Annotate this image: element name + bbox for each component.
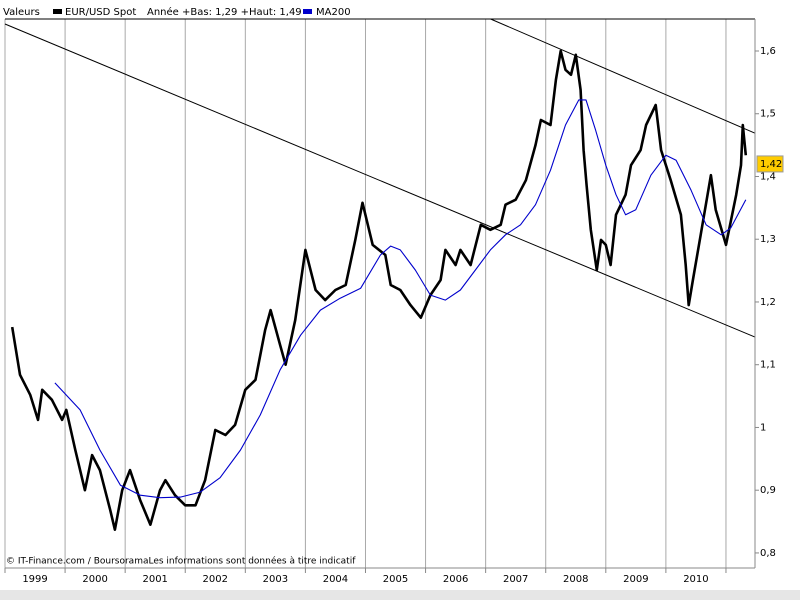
y-tick-label: 1,3: [760, 234, 776, 245]
x-tick-label: 2006: [443, 574, 468, 585]
trendline: [490, 18, 756, 134]
stats-label: Année +Bas: 1,29 +Haut: 1,49: [147, 6, 302, 18]
last-value-badge: [756, 155, 784, 173]
y-tick-label: 1,1: [760, 360, 776, 371]
x-tick-label: 1999: [22, 574, 47, 585]
x-tick-label: 2004: [323, 574, 348, 585]
header-label: Valeurs: [3, 7, 40, 18]
y-tick-label: 1,6: [760, 46, 776, 57]
x-tick-label: 2008: [563, 574, 588, 585]
x-tick-label: 2005: [383, 574, 408, 585]
legend-label: EUR/USD Spot: [65, 7, 136, 18]
x-tick-label: 2001: [142, 574, 167, 585]
x-tick-label: 2002: [203, 574, 228, 585]
moving-average-line: [54, 99, 747, 499]
plot: [4, 18, 756, 531]
y-tick-label: 1: [760, 422, 766, 433]
footer: © IT-Finance.com / BoursoramaLes informa…: [6, 556, 356, 567]
x-tick-label: 2009: [623, 574, 648, 585]
trendline: [4, 23, 756, 338]
legend-swatch: [303, 9, 312, 14]
legend-label: MA200: [316, 7, 351, 18]
last-value-label: 1,42: [760, 159, 782, 170]
y-tick-label: 0,9: [760, 485, 776, 496]
y-tick-label: 1,2: [760, 297, 776, 308]
bottom-band: [0, 590, 800, 600]
x-tick-label: 2003: [263, 574, 288, 585]
legend-swatch: [53, 9, 62, 14]
y-tick-label: 1,5: [760, 109, 776, 120]
y-tick-label: 0,8: [760, 548, 776, 559]
x-tick-label: 2010: [683, 574, 708, 585]
y-tick-label: 1,4: [760, 171, 776, 182]
grid: [4, 19, 759, 573]
x-tick-label: 2000: [82, 574, 107, 585]
x-tick-label: 2007: [503, 574, 528, 585]
